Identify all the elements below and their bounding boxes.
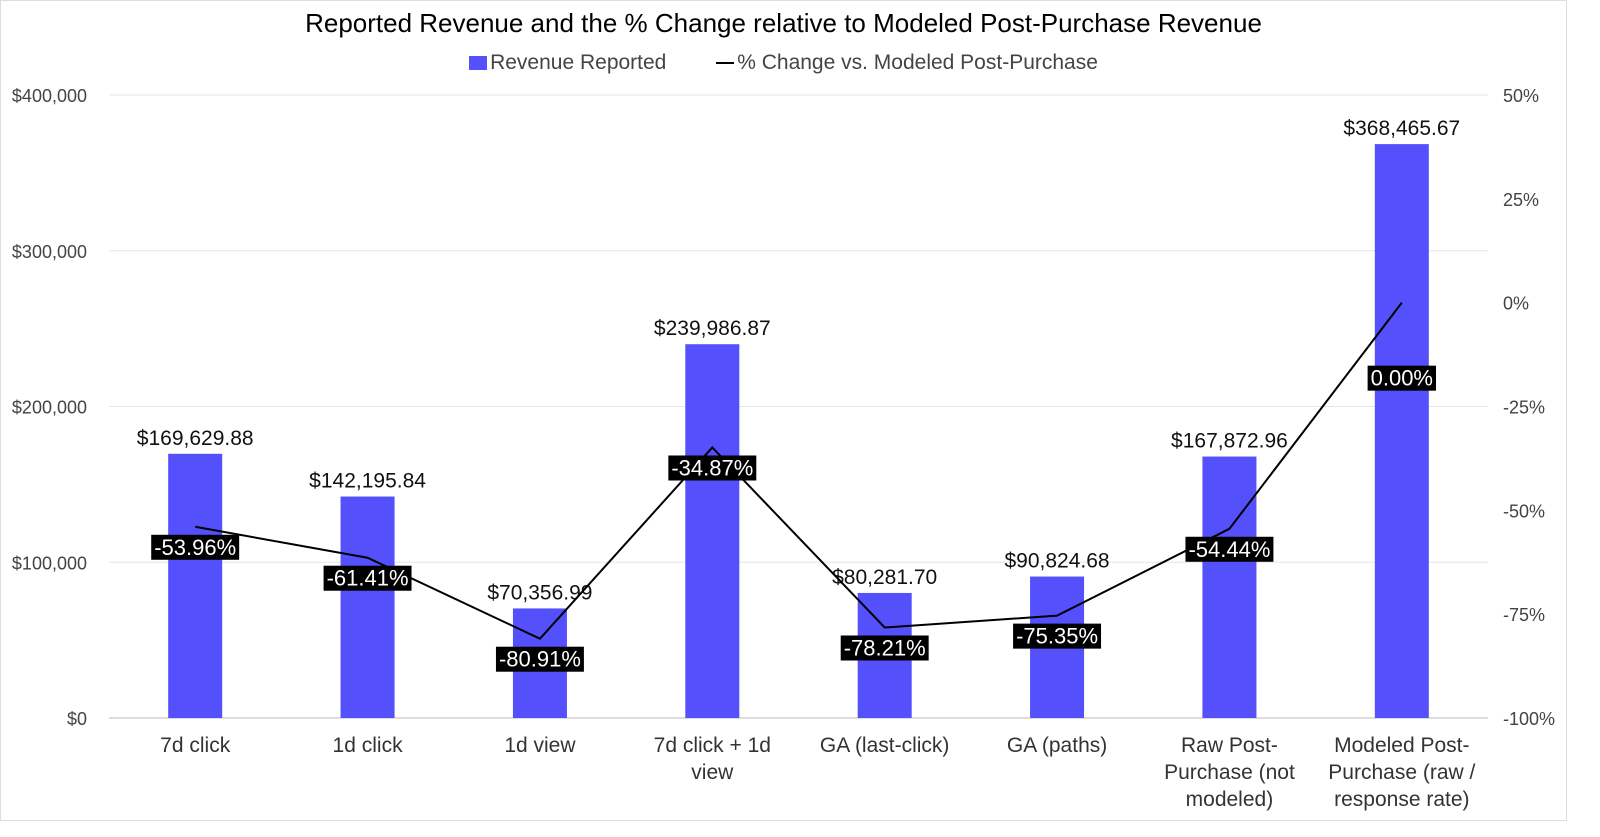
line-data-label-bg: [840, 635, 929, 661]
x-tick-label: Raw Post-Purchase (not modeled): [1164, 734, 1295, 811]
line-data-label-bg: [668, 455, 757, 481]
bar-data-label: $167,872.96: [1171, 430, 1288, 453]
x-tick-label: 7d click + 1d view: [653, 734, 771, 784]
y-left-tick-label: $400,000: [12, 86, 87, 106]
line-data-label: -34.87%: [671, 455, 753, 480]
y-right-tick-label: -50%: [1503, 501, 1545, 521]
line-data-label: -53.96%: [154, 535, 236, 560]
bar-data-label: $368,465.67: [1343, 117, 1460, 140]
legend-label-change: % Change vs. Modeled Post-Purchase: [737, 51, 1098, 75]
y-right-tick-label: -75%: [1503, 605, 1545, 625]
line-data-label: -78.21%: [844, 635, 926, 660]
line-data-label: -80.91%: [499, 647, 581, 672]
line-data-label-bg: [323, 565, 412, 591]
line-data-label: -75.35%: [1016, 624, 1098, 649]
bar-data-label: $169,629.88: [137, 427, 254, 450]
line-data-label-bg: [1013, 623, 1102, 649]
bar: [1374, 144, 1429, 718]
bar: [168, 453, 223, 718]
line-data-label-bg: [151, 534, 240, 560]
legend-swatch-line: [716, 62, 735, 65]
line-data-label-bg: [1367, 365, 1437, 391]
bar-data-label: $90,824.68: [1005, 550, 1110, 573]
y-right-tick-label: 50%: [1503, 86, 1539, 106]
line-data-label: 0.00%: [1371, 366, 1433, 391]
x-tick-label: 1d view: [504, 734, 576, 757]
chart-title: Reported Revenue and the % Change relati…: [305, 8, 1262, 38]
bar-data-label: $142,195.84: [309, 470, 426, 493]
y-left-tick-label: $200,000: [12, 398, 87, 418]
bar: [1202, 456, 1257, 718]
bar: [340, 496, 395, 718]
legend: Revenue Reported % Change vs. Modeled Po…: [0, 51, 1567, 75]
bar-data-label: $239,986.87: [654, 317, 771, 340]
x-tick-label: 7d click: [160, 734, 231, 757]
y-right-tick-label: 25%: [1503, 190, 1539, 210]
legend-swatch-bar: [469, 56, 488, 71]
line-data-label: -54.44%: [1188, 537, 1270, 562]
y-right-tick-label: -100%: [1503, 709, 1555, 729]
x-tick-label: GA (last-click): [819, 734, 950, 757]
x-tick-label: Modeled Post-Purchase (raw / response ra…: [1328, 734, 1476, 811]
y-right-tick-label: 0%: [1503, 294, 1529, 314]
x-tick-label: 1d click: [332, 734, 403, 757]
bar-data-label: $80,281.70: [832, 566, 937, 589]
legend-label-revenue: Revenue Reported: [490, 51, 667, 75]
y-left-tick-label: $0: [67, 709, 87, 729]
line-data-label-bg: [1185, 536, 1274, 562]
line-data-label: -61.41%: [327, 566, 409, 591]
line-data-label-bg: [495, 646, 584, 672]
y-left-tick-label: $100,000: [12, 553, 87, 573]
bar-data-label: $70,356.99: [487, 581, 592, 604]
x-tick-label: GA (paths): [1006, 734, 1108, 757]
bar: [685, 344, 740, 718]
y-right-tick-label: -25%: [1503, 398, 1545, 418]
y-left-tick-label: $300,000: [12, 242, 87, 262]
